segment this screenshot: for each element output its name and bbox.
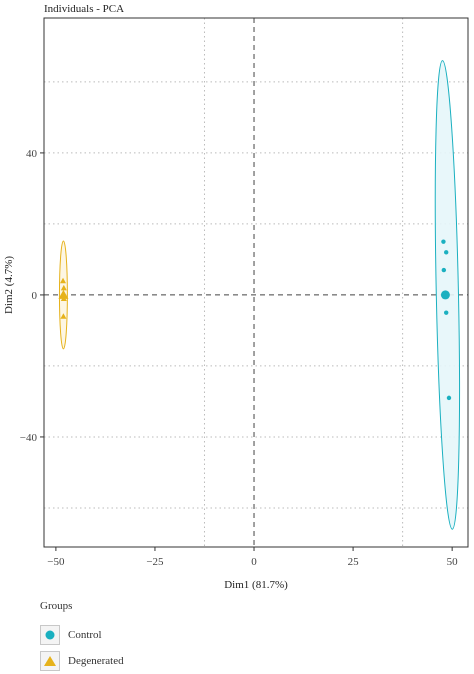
legend-label-degenerated: Degenerated <box>68 655 124 667</box>
triangle-marker-icon <box>44 656 56 666</box>
y-tick-label: 40 <box>26 148 38 160</box>
pca-chart: Individuals - PCA −50 −25 0 25 50 −40 0 40 Dim… <box>3 3 469 591</box>
data-point-degenerated <box>60 313 67 319</box>
data-point-control <box>444 310 449 315</box>
legend-title: Groups <box>40 600 73 612</box>
legend-item-control: Control <box>40 622 124 648</box>
data-point-degenerated <box>60 277 67 284</box>
y-tick-label: 0 <box>32 290 38 302</box>
plot-border <box>43 17 469 548</box>
chart-title: Individuals - PCA <box>44 3 124 15</box>
x-tick-label: 25 <box>348 556 360 568</box>
data-point-degenerated <box>60 284 67 291</box>
legend-item-degenerated: Degenerated <box>40 648 124 674</box>
centroid-control <box>440 290 450 300</box>
legend-key-control <box>40 625 60 645</box>
legend: Groups Control Degenerated <box>40 600 124 674</box>
data-point-control <box>441 267 447 273</box>
y-tick-label: −40 <box>20 432 38 444</box>
y-axis-title: Dim2 (4.7%) <box>3 256 15 314</box>
x-tick-label: −25 <box>146 556 164 568</box>
data-point-control <box>446 395 452 401</box>
y-axis: −40 0 40 <box>20 148 44 444</box>
x-tick-label: −50 <box>47 556 65 568</box>
data-point-control <box>444 250 449 255</box>
x-tick-label: 0 <box>251 556 257 568</box>
x-axis-title: Dim1 (81.7%) <box>224 579 288 591</box>
x-tick-label: 50 <box>447 556 459 568</box>
data-point-control <box>441 239 446 244</box>
circle-marker-icon <box>45 630 55 640</box>
plot-area <box>44 18 468 547</box>
legend-key-degenerated <box>40 651 60 671</box>
centroid-degenerated <box>58 289 69 299</box>
legend-label-control: Control <box>68 629 102 641</box>
x-axis: −50 −25 0 25 50 <box>47 547 458 568</box>
